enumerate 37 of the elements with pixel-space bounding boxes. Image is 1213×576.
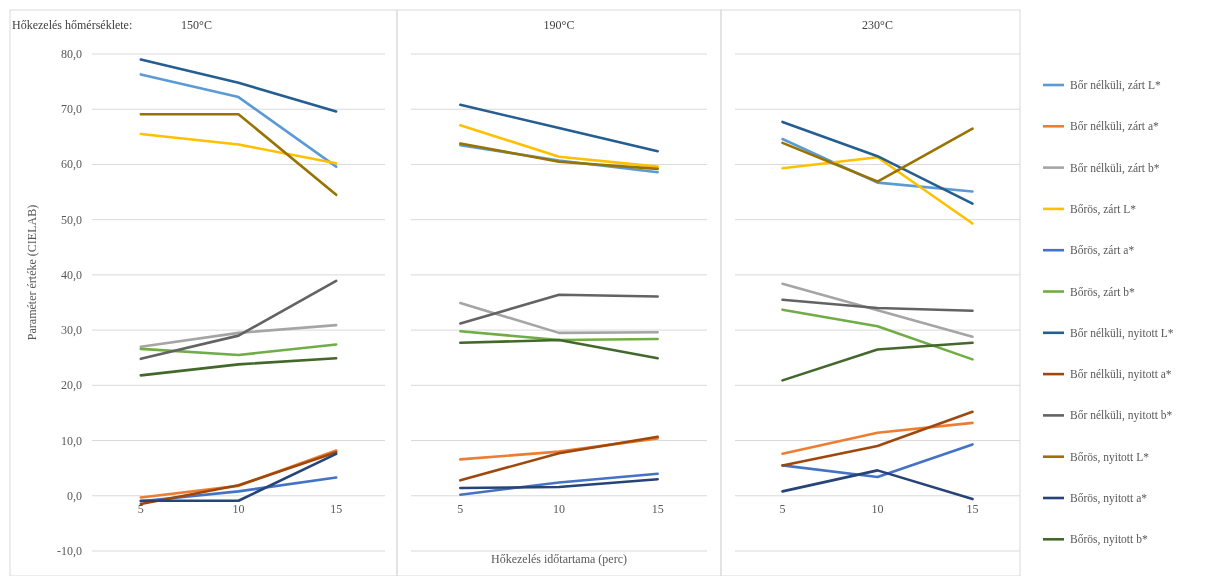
legend-label: Bőrös, zárt b* — [1070, 285, 1136, 299]
legend-label: Bőr nélküli, nyitott b* — [1070, 409, 1173, 423]
y-tick-label: -10,0 — [57, 544, 82, 558]
chart-title: 190°C — [543, 18, 575, 32]
y-tick-label: 50,0 — [61, 212, 82, 227]
y-tick-label: 40,0 — [61, 267, 82, 282]
legend-label: Bőr nélküli, zárt a* — [1070, 120, 1160, 134]
legend-label: Bőrös, nyitott a* — [1070, 492, 1148, 505]
x-tick-label: 15 — [966, 502, 979, 516]
legend-label: Bőrös, nyitott b* — [1070, 533, 1148, 547]
y-tick-label: 70,0 — [61, 102, 82, 117]
x-tick-label: 10 — [553, 502, 565, 516]
legend-label: Bőr nélküli, zárt L* — [1070, 79, 1161, 92]
chart-title: 150°C — [181, 18, 212, 32]
legend-label: Bőr nélküli, nyitott L* — [1070, 326, 1174, 340]
legend-label: Bőrös, zárt a* — [1070, 244, 1135, 258]
x-tick-label: 15 — [330, 502, 343, 516]
x-tick-label: 5 — [779, 502, 786, 516]
x-tick-label: 10 — [232, 502, 245, 516]
legend-label: Bőr nélküli, nyitott a* — [1070, 368, 1172, 382]
legend-label: Bőr nélküli, zárt b* — [1070, 161, 1160, 175]
y-axis-title: Paraméter értéke (CIELAB) — [25, 204, 39, 341]
x-axis-title: Hőkezelés időtartama (perc) — [491, 552, 627, 566]
legend-label: Bőrös, zárt L* — [1070, 202, 1137, 216]
x-tick-label: 5 — [137, 502, 144, 516]
text: Hőkezelés hőmérséklete: — [12, 18, 133, 32]
x-tick-label: 10 — [871, 502, 884, 516]
y-tick-label: 20,0 — [61, 378, 82, 393]
y-tick-label: 0,0 — [67, 488, 82, 503]
y-tick-label: 80,0 — [61, 47, 82, 61]
x-tick-label: 5 — [457, 502, 464, 516]
y-tick-label: 10,0 — [61, 433, 82, 448]
chart-title: 230°C — [862, 18, 893, 32]
y-tick-label: 60,0 — [61, 157, 82, 172]
x-tick-label: 15 — [651, 502, 664, 516]
legend-label: Bőrös, nyitott L* — [1070, 450, 1150, 464]
y-tick-label: 30,0 — [61, 323, 82, 338]
